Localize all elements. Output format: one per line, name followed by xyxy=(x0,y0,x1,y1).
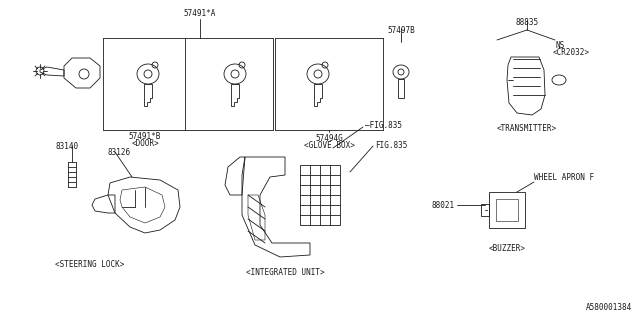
Bar xyxy=(300,165,340,225)
Bar xyxy=(481,204,489,216)
Text: <CR2032>: <CR2032> xyxy=(553,48,590,57)
Text: <DOOR>: <DOOR> xyxy=(131,139,159,148)
Text: 83140: 83140 xyxy=(55,142,78,151)
Text: 88021: 88021 xyxy=(432,201,455,210)
Text: WHEEL APRON F: WHEEL APRON F xyxy=(534,173,594,182)
Text: 57497B: 57497B xyxy=(387,26,415,35)
Text: —FIG.835: —FIG.835 xyxy=(365,121,402,130)
Bar xyxy=(489,192,525,228)
Text: NS: NS xyxy=(556,41,565,50)
Text: <TRANSMITTER>: <TRANSMITTER> xyxy=(497,124,557,133)
Text: 57491*B: 57491*B xyxy=(129,132,161,141)
Text: 83126: 83126 xyxy=(107,148,130,157)
Text: <STEERING LOCK>: <STEERING LOCK> xyxy=(55,260,125,269)
Bar xyxy=(496,199,518,221)
Text: 57491*A: 57491*A xyxy=(184,9,216,18)
Text: 57494G: 57494G xyxy=(315,134,343,143)
Text: <INTEGRATED UNIT>: <INTEGRATED UNIT> xyxy=(246,268,324,277)
Text: <BUZZER>: <BUZZER> xyxy=(488,244,525,253)
Text: FIG.835: FIG.835 xyxy=(375,140,408,149)
Text: A580001384: A580001384 xyxy=(586,303,632,312)
Text: 88835: 88835 xyxy=(515,18,539,27)
Text: <GLOVE BOX>: <GLOVE BOX> xyxy=(303,141,355,150)
